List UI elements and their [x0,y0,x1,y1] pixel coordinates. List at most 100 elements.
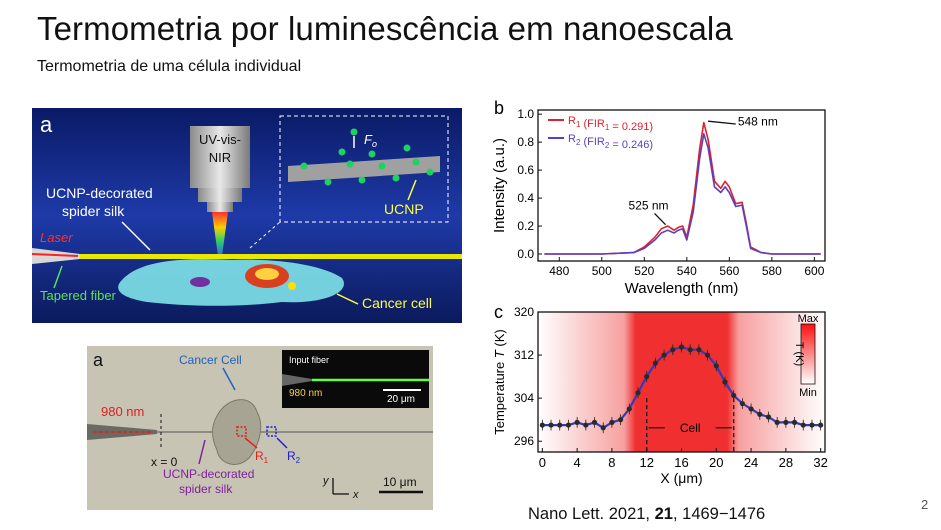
chart-c-point [557,422,563,428]
chart-c-point [635,390,641,396]
inset-laser-label: 980 nm [289,388,322,399]
chart-c-xtick-label: 32 [813,455,827,470]
chart-c-point [748,406,754,412]
chart-c-ytick-label: 304 [514,391,534,405]
chart-c-point [678,344,685,350]
chart-c-xtick-label: 8 [608,455,615,470]
cancer-cell [118,259,344,306]
chart-b-annotation-525: 525 nm [629,198,669,212]
chart-c-point [757,411,763,417]
chart-c-ytick-label: 320 [514,305,534,319]
chart-b-ylabel: Intensity (a.u.) [491,138,508,233]
chart-c-point [687,347,693,353]
chart-c-point [600,425,606,431]
chart-c-colorbar-min: Min [799,387,817,399]
inset-ucnp-label: UCNP [384,201,424,217]
objective-lens [190,126,250,188]
scale-bar-label: 10 μm [383,475,417,489]
spider-silk [72,254,462,259]
chart-c-point [548,422,554,428]
panel-a-micrograph: a 980 nm x = 0 Cancer Cell R1 R2 UCNP-de… [87,346,433,510]
chart-c-point [809,422,815,428]
chart-c-ylabel: Temperature T (K) [492,329,507,435]
laser-label: Laser [40,230,73,245]
inset-ucnp-particles [300,128,434,186]
axis-x-label: x [352,489,359,501]
chart-b: b 480 500 520 540 560 580 600 0.0 0.2 0.4 0.6 0.8 1.0… [491,98,826,297]
chart-c-point [670,347,676,353]
chart-c-point [609,419,615,425]
chart-c-point [652,360,659,366]
r2-label: R2 [287,449,301,465]
chart-c-point [818,422,824,428]
tapered-fiber-label: Tapered fiber [40,288,117,303]
chart-b-xtick-label: 500 [592,264,612,278]
inset-title: Input fiber [289,355,329,365]
panel-a-illustration: a UV-vis- NIR UCNP-decorated spider silk… [32,108,462,323]
x0-label: x = 0 [151,455,178,469]
chart-c-point [591,419,598,425]
region-r1 [236,426,247,437]
chart-b-xlabel: Wavelength (nm) [625,280,739,297]
chart-c-point [661,352,667,358]
chart-c-ytick-label: 312 [514,348,534,362]
chart-c-point [565,422,572,428]
chart-c-xtick-label: 0 [539,455,546,470]
chart-b-ytick-label: 0.8 [517,135,534,149]
objective-label-1: UV-vis- [199,132,241,147]
micrograph-silk-label-2: spider silk [179,482,233,496]
chart-c-point [722,379,728,385]
citation: Nano Lett. 2021, 21, 1469−1476 [528,505,766,523]
chart-c-colorbar-max: Max [798,313,819,325]
chart-b-series-line [544,133,821,255]
chart-c-point [765,414,772,420]
chart-c-point [783,419,789,425]
chart-c-point [731,392,737,399]
chart-c-point [626,406,632,412]
chart-b-xtick-label: 560 [719,264,739,278]
chart-b-ytick-label: 0.2 [517,219,534,233]
inset-scale-label: 20 μm [387,394,415,405]
micrograph-letter: a [93,350,104,370]
chart-b-xtick-label: 480 [549,264,569,278]
chart-b-ytick-label: 1.0 [517,107,534,121]
r1-label: R1 [255,449,269,465]
chart-c-point [583,422,589,428]
chart-c-xtick-label: 24 [744,455,758,470]
chart-b-xtick-label: 540 [677,264,697,278]
inset-box [279,115,449,223]
axis-y-label: y [322,475,330,487]
chart-c-cell-label: Cell [680,421,701,435]
page-number: 2 [921,497,929,512]
chart-c-colorbar [800,323,816,385]
chart-c-point [539,422,545,428]
micrograph-silk-label-1: UCNP-decorated [163,467,254,481]
region-r2 [266,426,277,437]
chart-c-xlabel: X (μm) [660,470,702,486]
chart-b-frame [537,109,826,262]
chart-b-xtick-label: 580 [762,264,782,278]
silk-label-2: spider silk [62,203,125,219]
chart-c-point [774,419,780,425]
objective-label-2: NIR [209,150,231,165]
chart-b-ytick-label: 0.6 [517,163,534,177]
micrograph-fiber [87,424,157,440]
chart-c-point [739,400,745,407]
chart-c-point [791,419,798,425]
chart-b-letter: b [494,98,504,118]
chart-c-xtick-label: 28 [779,455,793,470]
chart-c-xtick-label: 12 [639,455,653,470]
chart-b-ytick-label: 0.4 [517,191,534,205]
panel-a-letter: a [40,112,53,137]
chart-c-point [618,417,624,423]
chart-c-point [696,347,702,353]
chart-b-xtick-label: 600 [804,264,824,278]
chart-c-point [800,422,806,428]
chart-c-ytick-label: 296 [514,434,534,448]
excitation-beam [212,212,228,256]
chart-c-xtick-label: 16 [674,455,688,470]
micrograph-cell [212,399,262,465]
silk-label-1: UCNP-decorated [46,185,153,201]
chart-c-letter: c [494,302,503,322]
chart-b-legend-entry: R1 (FIR1 = 0.291) [568,115,653,133]
